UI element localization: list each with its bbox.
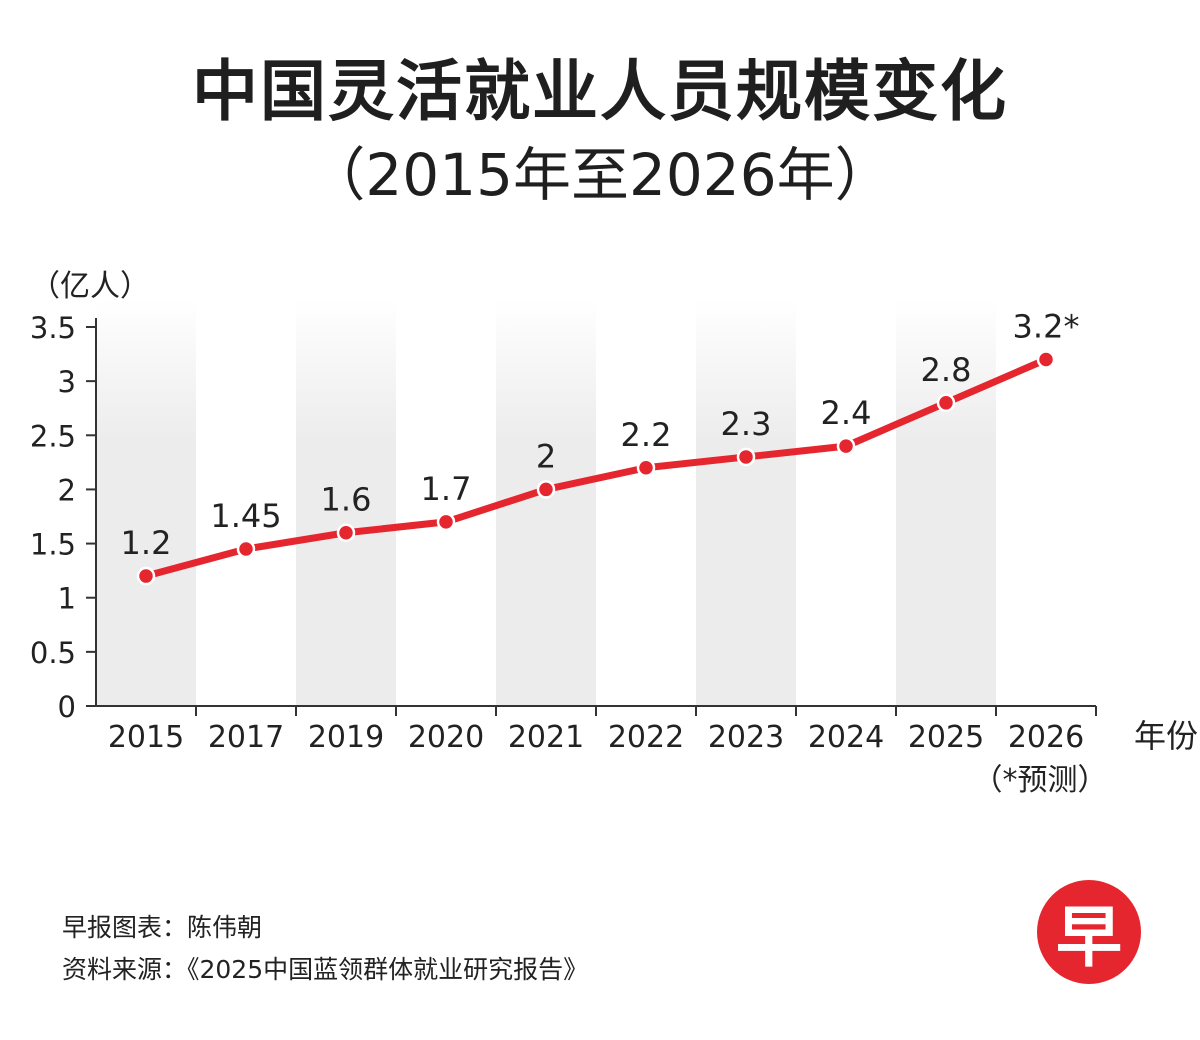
x-tick-label: 2019 xyxy=(308,720,384,755)
x-axis-label: 年份 xyxy=(1134,717,1198,755)
data-label: 1.45 xyxy=(210,497,281,535)
y-tick-label: 0.5 xyxy=(30,636,76,670)
axes xyxy=(86,318,1097,716)
data-point xyxy=(536,480,556,499)
x-tick-label: 2024 xyxy=(808,720,884,755)
y-tick-label: 1.5 xyxy=(30,528,76,562)
x-tick-label: 2023 xyxy=(708,720,784,755)
data-label: 2 xyxy=(536,437,556,475)
y-tick-label: 2.5 xyxy=(30,419,76,453)
source-text: 资料来源：《2025中国蓝领群体就业研究报告》 xyxy=(62,955,589,984)
x-tick-labels: 2015 2017 2019 2020 2021 2022 2023 2024 2025 2026 xyxy=(108,720,1084,755)
column-band xyxy=(896,300,996,706)
data-label: 2.8 xyxy=(921,351,972,389)
data-point xyxy=(136,566,156,586)
column-band xyxy=(696,300,796,706)
data-label: 1.6 xyxy=(321,481,372,519)
y-axis-label: （亿人） xyxy=(30,269,150,304)
column-band xyxy=(96,300,196,706)
y-tick-labels: 0 0.5 1 1.5 2 2.5 3 3.5 xyxy=(30,311,76,724)
chart-subtitle: （2015年至2026年） xyxy=(307,141,893,209)
data-point xyxy=(336,523,356,542)
x-tick-label: 2021 xyxy=(508,720,584,755)
y-tick-label: 1 xyxy=(58,582,76,616)
x-tick-label: 2015 xyxy=(108,720,184,755)
data-label: 2.3 xyxy=(721,405,772,443)
data-label: 2.4 xyxy=(821,394,872,432)
data-labels: 1.2 1.45 1.6 1.7 2 2.2 2.3 2.4 2.8 3.2* xyxy=(121,307,1080,562)
data-point xyxy=(1036,350,1056,369)
y-tick-label: 2 xyxy=(58,473,76,507)
data-label: 3.2* xyxy=(1013,307,1080,345)
data-point xyxy=(836,436,856,456)
y-tick-label: 3 xyxy=(58,365,76,399)
data-point xyxy=(936,393,956,413)
x-tick-label: 2025 xyxy=(908,720,984,755)
x-tick-label: 2020 xyxy=(408,720,484,755)
data-label: 1.2 xyxy=(121,524,172,562)
data-point xyxy=(236,539,256,559)
data-point xyxy=(436,512,456,532)
data-points xyxy=(136,350,1056,586)
column-band xyxy=(296,300,396,706)
data-point xyxy=(636,458,656,478)
data-point xyxy=(736,447,756,467)
data-label: 1.7 xyxy=(421,470,472,508)
chart-title: 中国灵活就业人员规模变化 xyxy=(192,53,1008,130)
y-tick-label: 0 xyxy=(58,690,76,724)
x-tick-label: 2017 xyxy=(208,720,284,755)
y-tick-label: 3.5 xyxy=(30,311,76,345)
x-tick-label: 2026 xyxy=(1008,720,1084,755)
data-label: 2.2 xyxy=(621,416,672,454)
zaobao-logo: 早 xyxy=(1037,880,1141,984)
forecast-note: （*预测） xyxy=(973,763,1108,798)
x-tick-label: 2022 xyxy=(608,720,684,755)
series-line xyxy=(142,355,1050,580)
credit-text: 早报图表：陈伟朝 xyxy=(62,913,263,942)
